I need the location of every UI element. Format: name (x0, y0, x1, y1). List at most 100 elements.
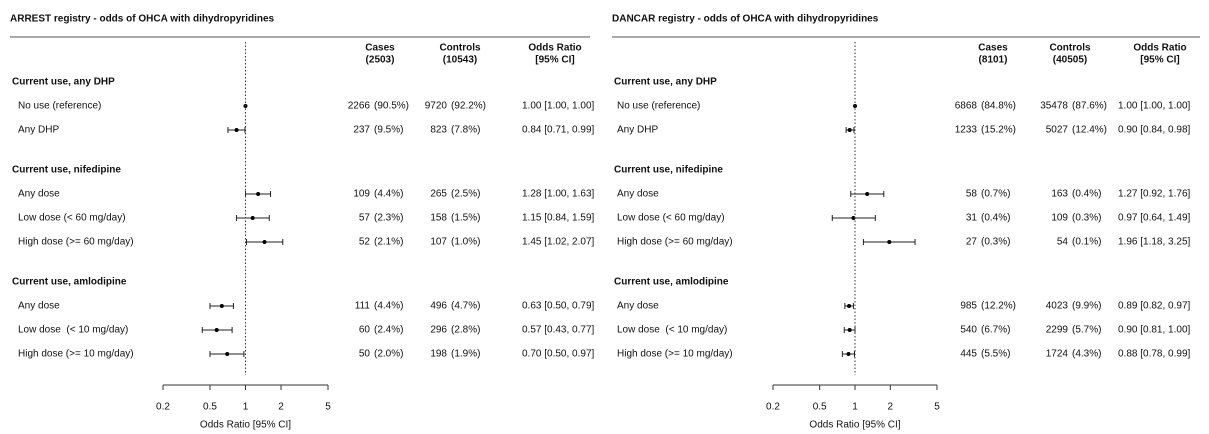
controls-pct: (87.6%) (1072, 101, 1107, 112)
estimate-point (234, 128, 239, 132)
controls-count: 158 (430, 213, 447, 224)
controls-pct: (1.5%) (451, 213, 480, 224)
odds-ratio: 1.28 [1.00, 1.63] (522, 189, 595, 200)
controls-count: 496 (430, 301, 447, 312)
row-label: High dose (>= 60 mg/day) (617, 237, 733, 248)
x-axis-label: Odds Ratio [95% CI] (809, 420, 900, 431)
x-tick-label: 0.2 (156, 402, 170, 413)
column-header: Odds Ratio (528, 43, 581, 54)
cases-pct: (0.4%) (981, 213, 1010, 224)
cases-count: 985 (960, 301, 977, 312)
cases-count: 27 (966, 237, 978, 248)
column-header: (10543) (443, 55, 477, 66)
group-heading: Current use, any DHP (12, 77, 115, 88)
cases-pct: (2.1%) (374, 237, 403, 248)
cases-pct: (4.4%) (374, 189, 403, 200)
controls-pct: (12.4%) (1072, 125, 1107, 136)
cases-pct: (5.5%) (981, 349, 1010, 360)
controls-pct: (4.7%) (451, 301, 480, 312)
column-header: Cases (365, 43, 395, 54)
row-label: Any dose (18, 301, 60, 312)
row-label: No use (reference) (617, 101, 700, 112)
cases-pct: (0.3%) (981, 237, 1010, 248)
column-header: Odds Ratio (1133, 43, 1186, 54)
group-heading: Current use, any DHP (614, 77, 717, 88)
estimate-point (219, 304, 224, 308)
row-label: Any dose (617, 189, 659, 200)
odds-ratio: 0.70 [0.50, 0.97] (522, 349, 595, 360)
row-label: Any DHP (617, 125, 658, 136)
x-tick-label: 0.5 (203, 402, 217, 413)
cases-pct: (2.4%) (374, 325, 403, 336)
x-tick-label: 5 (325, 402, 331, 413)
odds-ratio: 1.27 [0.92, 1.76] (1118, 189, 1191, 200)
controls-pct: (2.8%) (451, 325, 480, 336)
cases-pct: (2.0%) (374, 349, 403, 360)
cases-count: 237 (353, 125, 370, 136)
controls-pct: (5.7%) (1072, 325, 1101, 336)
controls-count: 109 (1051, 213, 1068, 224)
row-label: Low dose (< 60 mg/day) (617, 213, 725, 224)
row-label: Low dose (< 10 mg/day) (617, 325, 727, 336)
cases-count: 52 (359, 237, 371, 248)
odds-ratio: 1.00 [1.00, 1.00] (522, 101, 595, 112)
controls-pct: (4.3%) (1072, 349, 1101, 360)
odds-ratio: 0.97 [0.64, 1.49] (1118, 213, 1191, 224)
controls-count: 4023 (1046, 301, 1069, 312)
x-tick-label: 2 (888, 402, 894, 413)
cases-pct: (90.5%) (374, 101, 409, 112)
estimate-point (847, 304, 852, 308)
x-tick-label: 0.2 (766, 402, 780, 413)
column-header: (40505) (1053, 55, 1087, 66)
cases-count: 60 (359, 325, 371, 336)
controls-count: 198 (430, 349, 447, 360)
column-header: (8101) (979, 55, 1008, 66)
odds-ratio: 1.96 [1.18, 3.25] (1118, 237, 1191, 248)
controls-count: 5027 (1046, 125, 1069, 136)
controls-pct: (7.8%) (451, 125, 480, 136)
estimate-point (851, 216, 856, 220)
cases-count: 57 (359, 213, 371, 224)
estimate-point (865, 192, 870, 196)
controls-pct: (1.9%) (451, 349, 480, 360)
column-header: (2503) (366, 55, 395, 66)
row-label: High dose (>= 10 mg/day) (18, 349, 134, 360)
odds-ratio: 0.57 [0.43, 0.77] (522, 325, 595, 336)
odds-ratio: 0.89 [0.82, 0.97] (1118, 301, 1191, 312)
estimate-point (847, 128, 852, 132)
controls-pct: (0.3%) (1072, 213, 1101, 224)
x-tick-label: 5 (934, 402, 940, 413)
estimate-point (225, 352, 230, 356)
cases-pct: (6.7%) (981, 325, 1010, 336)
column-header: [95% CI] (1140, 55, 1179, 66)
column-header: Controls (439, 43, 481, 54)
x-tick-label: 0.5 (813, 402, 827, 413)
odds-ratio: 0.90 [0.84, 0.98] (1118, 125, 1191, 136)
estimate-point (887, 240, 892, 244)
cases-count: 6868 (955, 101, 978, 112)
cases-pct: (84.8%) (981, 101, 1016, 112)
cases-pct: (15.2%) (981, 125, 1016, 136)
controls-count: 823 (430, 125, 447, 136)
x-axis-label: Odds Ratio [95% CI] (200, 420, 291, 431)
odds-ratio: 0.90 [0.81, 1.00] (1118, 325, 1191, 336)
controls-pct: (9.9%) (1072, 301, 1101, 312)
x-tick-label: 2 (278, 402, 284, 413)
estimate-point (847, 328, 852, 332)
controls-pct: (2.5%) (451, 189, 480, 200)
cases-count: 111 (355, 301, 371, 312)
row-label: Low dose (< 60 mg/day) (18, 213, 126, 224)
odds-ratio: 0.63 [0.50, 0.79] (522, 301, 595, 312)
x-tick-label: 1 (852, 402, 858, 413)
cases-pct: (12.2%) (981, 301, 1016, 312)
estimate-point (262, 240, 267, 244)
column-header: [95% CI] (535, 55, 574, 66)
group-heading: Current use, amlodipine (12, 277, 127, 288)
cases-pct: (0.7%) (981, 189, 1010, 200)
controls-pct: (0.1%) (1072, 237, 1101, 248)
controls-count: 265 (430, 189, 447, 200)
group-heading: Current use, nifedipine (12, 165, 121, 176)
cases-pct: (2.3%) (374, 213, 403, 224)
controls-count: 1724 (1046, 349, 1069, 360)
cases-count: 50 (359, 349, 371, 360)
